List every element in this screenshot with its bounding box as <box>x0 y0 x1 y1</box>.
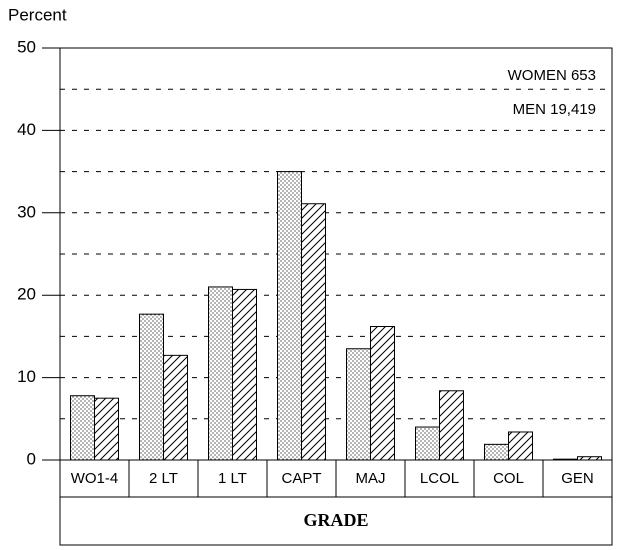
y-tick-label: 30 <box>17 202 36 221</box>
bar <box>277 171 302 461</box>
bar <box>301 203 326 461</box>
y-tick-label: 10 <box>17 367 36 386</box>
y-tick-label: 0 <box>27 449 36 468</box>
legend-label: WOMEN 653 <box>508 67 596 84</box>
legend-label: MEN 19,419 <box>513 101 596 118</box>
bar <box>415 426 440 461</box>
y-tick-label: 40 <box>17 120 36 139</box>
bar <box>370 326 395 461</box>
x-tick-label: CAPT <box>281 470 321 487</box>
bar <box>346 348 371 461</box>
x-tick-label: COL <box>493 470 524 487</box>
y-axis-label: Percent <box>8 5 67 24</box>
bar <box>232 288 257 461</box>
x-tick-label: 2 LT <box>149 470 178 487</box>
plot-frame <box>59 47 613 461</box>
y-tick-label: 50 <box>17 37 36 56</box>
x-tick-label: WO1-4 <box>71 470 119 487</box>
x-tick-label: LCOL <box>420 470 459 487</box>
bar <box>439 390 464 461</box>
x-tick-label: 1 LT <box>218 470 247 487</box>
x-axis-label: GRADE <box>303 510 368 530</box>
x-tick-label: MAJ <box>356 470 386 487</box>
bar <box>508 431 533 461</box>
bar <box>484 443 509 461</box>
bar <box>139 313 164 461</box>
bar <box>70 395 95 461</box>
bar <box>163 354 188 461</box>
x-tick-label: GEN <box>561 470 594 487</box>
bar <box>208 286 233 461</box>
y-tick-label: 20 <box>17 285 36 304</box>
bar <box>94 397 119 461</box>
